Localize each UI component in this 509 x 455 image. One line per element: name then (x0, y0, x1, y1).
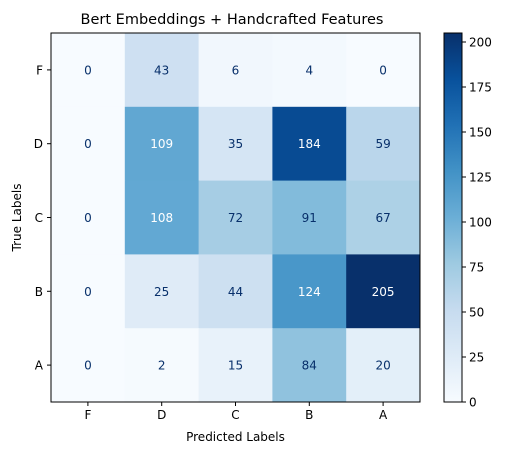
chart-title: Bert Embeddings + Handcrafted Features (81, 12, 384, 28)
x-tick-label: F (84, 408, 91, 422)
cell-value-label: 59 (375, 137, 390, 151)
heatmap-cell (124, 180, 200, 255)
colorbar (443, 32, 463, 403)
colorbar-ticks: 0 25 50 75 100 125 150 175 200 (462, 36, 492, 410)
cell-value-label: 43 (154, 63, 169, 77)
cell-value-label: 205 (372, 285, 395, 299)
heatmap-cell (346, 33, 421, 108)
heatmap-cell (346, 254, 421, 329)
heatmap-cell (124, 106, 200, 182)
cell-value-label: 72 (228, 211, 243, 225)
x-tick-label: D (157, 408, 166, 422)
colorbar-tick-label: 200 (469, 36, 492, 50)
heatmap-cell (198, 106, 273, 182)
y-axis-label: True Labels (10, 184, 24, 253)
cell-value-label: 109 (150, 137, 173, 151)
heatmap-cell (272, 254, 347, 329)
heatmap-cell (51, 180, 126, 255)
heatmap-cell (198, 180, 273, 255)
heatmap-cell (198, 33, 273, 108)
heatmap-cell (198, 328, 273, 403)
colorbar-tick-label: 125 (469, 171, 492, 185)
cell-value-label: 0 (84, 285, 92, 299)
y-axis-ticks: F D C B A (34, 63, 51, 373)
cell-value-label: 15 (228, 359, 243, 373)
cell-value-label: 0 (84, 359, 92, 373)
x-tick-label: C (231, 408, 239, 422)
colorbar-tick-label: 50 (469, 306, 484, 320)
cell-value-label: 0 (84, 63, 92, 77)
heatmap-cell (124, 328, 200, 403)
colorbar-tick-label: 25 (469, 351, 484, 365)
y-tick-label: F (36, 63, 43, 77)
heatmap-cell (272, 33, 347, 108)
cell-value-label: 124 (298, 285, 321, 299)
cell-value-label: 4 (305, 63, 313, 77)
heatmap-cell (198, 254, 273, 329)
heatmap-cell-labels: 0 43 6 4 0 0 109 35 184 59 0 108 72 91 67 0 25 44 124 205 0 2… (84, 63, 394, 372)
cell-value-label: 67 (375, 211, 390, 225)
cell-value-label: 0 (84, 211, 92, 225)
heatmap-cell (51, 33, 126, 108)
colorbar-tick-label: 0 (469, 396, 477, 410)
heatmap-cell (346, 328, 421, 403)
cell-value-label: 44 (228, 285, 243, 299)
cell-value-label: 2 (158, 359, 166, 373)
x-tick-label: B (305, 408, 313, 422)
y-tick-label: A (35, 359, 44, 373)
cell-value-label: 0 (379, 63, 387, 77)
heatmap-cell (272, 106, 347, 182)
cell-value-label: 6 (232, 63, 240, 77)
heatmap-cell (124, 33, 200, 108)
y-tick-label: B (35, 285, 43, 299)
colorbar-tick-label: 75 (469, 261, 484, 275)
heatmap-cell (346, 180, 421, 255)
colorbar-tick-label: 175 (469, 81, 492, 95)
heatmap-cell (272, 180, 347, 255)
colorbar-tick-label: 150 (469, 126, 492, 140)
cell-value-label: 108 (150, 211, 173, 225)
colorbar-tick-label: 100 (469, 216, 492, 230)
cell-value-label: 20 (375, 359, 390, 373)
y-tick-label: C (35, 211, 43, 225)
cell-value-label: 25 (154, 285, 169, 299)
heatmap-cell (51, 106, 126, 182)
x-axis-label: Predicted Labels (186, 430, 285, 444)
heatmap-cell (346, 106, 421, 182)
heatmap-cell (124, 254, 200, 329)
heatmap-cell (272, 328, 347, 403)
cell-value-label: 84 (302, 359, 317, 373)
cell-value-label: 0 (84, 137, 92, 151)
heatmap-cells (51, 33, 421, 403)
x-tick-label: A (379, 408, 388, 422)
cell-value-label: 35 (228, 137, 243, 151)
cell-value-label: 184 (298, 137, 321, 151)
y-tick-label: D (34, 137, 43, 151)
cell-value-label: 91 (302, 211, 317, 225)
heatmap-cell (51, 254, 126, 329)
heatmap-cell (51, 328, 126, 403)
